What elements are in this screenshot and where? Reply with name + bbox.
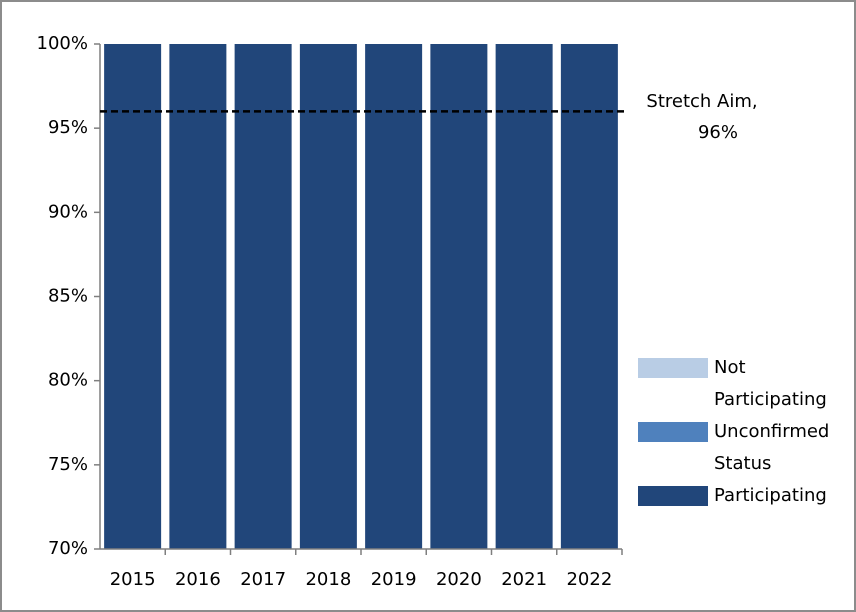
y-tick-label: 95% [48, 117, 88, 138]
legend-swatch [638, 358, 708, 378]
legend-swatch [638, 486, 708, 506]
y-tick-label: 80% [48, 370, 88, 391]
legend-label: Unconfirmed Status [714, 421, 830, 474]
legend-label: Not Participating [714, 357, 827, 410]
bar-segment [560, 44, 618, 549]
y-tick-label: 85% [48, 286, 88, 307]
plot [104, 44, 618, 549]
legend-item: Not Participating [638, 352, 854, 416]
x-tick-label: 2017 [240, 569, 286, 590]
bar-segment [234, 44, 292, 549]
x-tick-label: 2018 [305, 569, 351, 590]
bar-segment [104, 44, 162, 549]
bar-segment [365, 44, 423, 549]
legend: Not Participating Unconfirmed Status Parti… [638, 352, 854, 512]
y-tick-label: 90% [48, 201, 88, 222]
legend-item: Participating [638, 480, 854, 512]
bar-segment [299, 44, 357, 549]
y-tick-label: 75% [48, 454, 88, 475]
x-tick-label: 2020 [436, 569, 482, 590]
legend-item: Unconfirmed Status [638, 416, 854, 480]
bar-segment [430, 44, 488, 549]
x-tick-label: 2016 [175, 569, 221, 590]
reference-label: 96% [698, 122, 738, 143]
y-tick-label: 70% [48, 538, 88, 559]
x-tick-label: 2022 [566, 569, 612, 590]
y-tick-label: 100% [37, 33, 88, 54]
x-tick-label: 2021 [501, 569, 547, 590]
legend-swatch [638, 422, 708, 442]
x-tick-label: 2015 [110, 569, 156, 590]
bar-segment [169, 44, 227, 549]
x-tick-label: 2019 [371, 569, 417, 590]
legend-label: Participating [714, 485, 827, 506]
bar-segment [495, 44, 553, 549]
reference-label: Stretch Aim, [646, 91, 757, 112]
